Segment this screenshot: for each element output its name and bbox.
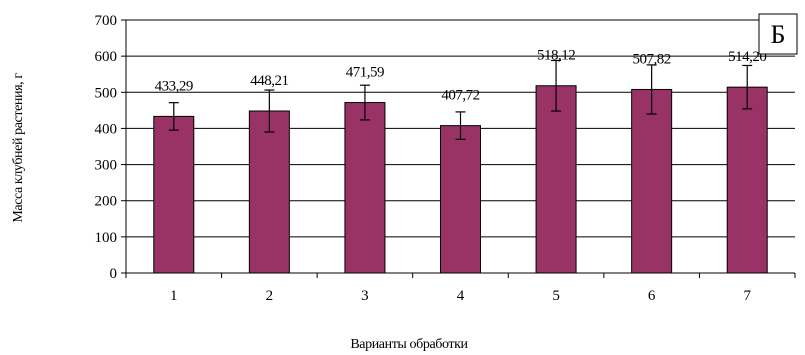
y-tick-label: 300 <box>95 158 118 174</box>
axes <box>121 19 796 278</box>
y-tick-label: 400 <box>95 121 118 137</box>
panel-label: Б <box>771 20 786 49</box>
bars <box>153 85 768 274</box>
error-bars <box>168 59 753 140</box>
error-bar-2 <box>264 89 275 133</box>
data-label: 433,29 <box>155 78 193 94</box>
bar-4 <box>440 125 481 274</box>
x-tick-label: 2 <box>266 288 274 304</box>
y-tick-label: 200 <box>95 194 118 210</box>
error-bar-4 <box>455 111 466 140</box>
x-axis-title: Варианты обработки <box>350 337 468 352</box>
bar-1 <box>153 115 195 274</box>
bar-3 <box>344 102 386 274</box>
y-tick-label: 500 <box>95 85 118 101</box>
y-axis-title: Масса клубней растения, г <box>11 73 26 223</box>
y-tick-label: 0 <box>110 266 118 282</box>
bar-2 <box>248 110 290 274</box>
x-tick-label: 3 <box>361 288 369 304</box>
x-tick-label: 5 <box>552 288 560 304</box>
data-label: 471,59 <box>346 65 384 81</box>
error-bar-5 <box>551 59 562 112</box>
data-label: 514,20 <box>728 49 766 65</box>
data-label: 507,82 <box>633 51 671 67</box>
y-tick-label: 600 <box>95 49 118 65</box>
data-label: 407,72 <box>441 88 479 104</box>
data-labels: 433,29 448,21 471,59 407,72 518,12 507,82 514,… <box>155 48 767 104</box>
x-tick-labels: 1 2 3 4 5 6 7 <box>170 288 751 304</box>
x-tick-label: 1 <box>170 288 178 304</box>
y-tick-label: 700 <box>95 13 118 29</box>
error-bar-3 <box>359 84 370 121</box>
bar-5 <box>535 85 577 274</box>
bar-6 <box>631 88 673 274</box>
x-tick-label: 4 <box>457 288 465 304</box>
y-tick-labels: 0 100 200 300 400 500 600 700 <box>95 13 118 282</box>
data-label: 448,21 <box>250 73 288 89</box>
error-bar-7 <box>742 64 753 110</box>
y-tick-label: 100 <box>95 230 118 246</box>
x-tick-label: 6 <box>648 288 656 304</box>
x-tick-label: 7 <box>743 288 751 304</box>
data-label: 518,12 <box>537 48 575 64</box>
error-bar-1 <box>168 102 179 131</box>
panel-label-box <box>758 13 798 55</box>
bar-7 <box>726 86 768 274</box>
error-bar-6 <box>646 64 657 115</box>
